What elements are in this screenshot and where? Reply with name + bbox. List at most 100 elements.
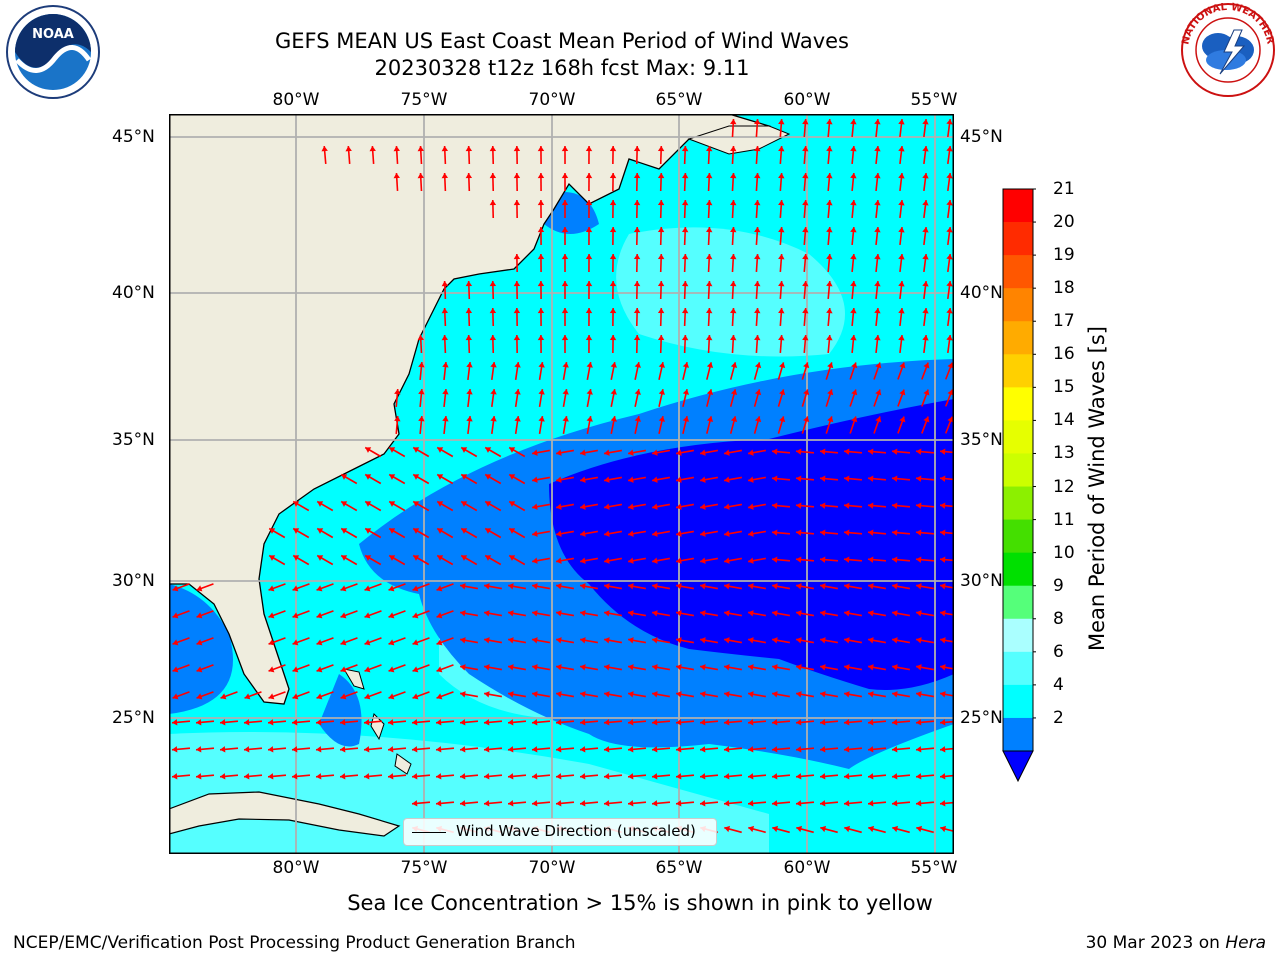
wave-direction-arrowhead [922, 200, 929, 206]
wave-direction-arrowhead [940, 610, 946, 617]
wave-direction-arrowhead [705, 335, 713, 341]
wave-direction-arrowhead [796, 664, 802, 671]
wave-direction-arrowhead [580, 746, 586, 753]
wave-direction-arrowhead [796, 773, 802, 780]
wave-direction-arrowhead [418, 416, 425, 422]
wave-direction-arrowhead [244, 773, 250, 780]
wave-direction-arrowhead [892, 475, 898, 482]
wave-direction-arrowhead [633, 146, 641, 152]
wave-direction-arrowhead [724, 691, 730, 698]
wave-direction-arrowhead [916, 583, 922, 590]
wave-direction-arrowhead [412, 639, 419, 646]
wave-direction-arrowhead [485, 528, 492, 534]
wave-direction-arrowhead [826, 254, 833, 260]
wave-direction-arrowhead [561, 335, 569, 341]
wave-direction-arrowhead [820, 746, 826, 753]
wave-direction-arrowhead [365, 501, 372, 507]
wave-direction-arrowhead [796, 637, 802, 644]
wave-direction-arrowhead [705, 227, 713, 233]
wave-direction-arrowhead [220, 773, 226, 780]
wave-direction-arrowhead [754, 227, 761, 233]
wave-direction-arrowhead [772, 825, 779, 833]
wave-direction-arrowhead [802, 281, 809, 287]
colorbar-label: 2 [1053, 707, 1064, 728]
wave-direction-arrowhead [844, 800, 850, 807]
wave-direction-arrowhead [724, 664, 730, 671]
wave-direction-arrowhead [293, 528, 300, 534]
wave-direction-arrowhead [700, 449, 706, 456]
wave-direction-arrowhead [892, 746, 898, 753]
wave-direction-arrowhead [844, 610, 850, 617]
wave-direction-arrowhead [820, 610, 826, 617]
wave-direction-arrowhead [508, 691, 514, 698]
wave-direction-arrowhead [868, 610, 874, 617]
wave-direction-arrowhead [874, 335, 881, 341]
wave-direction-arrowhead [489, 308, 497, 314]
wave-direction-arrowhead [868, 637, 874, 644]
wave-direction-arrowhead [827, 416, 834, 423]
wave-direction-arrowhead [940, 773, 946, 780]
wave-direction-arrowhead [509, 474, 516, 480]
wave-direction-arrowhead [490, 416, 497, 422]
wave-direction-arrowhead [676, 583, 682, 590]
wave-direction-arrowhead [705, 254, 713, 260]
graticule [169, 114, 954, 854]
wave-direction-arrowhead [628, 583, 634, 590]
wave-direction-arrowhead [538, 389, 545, 395]
wave-direction-arrowhead [441, 281, 449, 287]
wave-direction-arrowhead [532, 691, 538, 698]
colorbar-segment [1003, 684, 1033, 719]
wave-direction-arrowhead [898, 146, 905, 152]
wave-direction-arrowhead [922, 308, 929, 314]
wave-direction-arrowhead [441, 173, 449, 179]
wave-direction-arrowhead [820, 529, 826, 536]
wave-direction-arrowhead [681, 335, 689, 341]
wave-direction-arrowhead [916, 825, 923, 833]
wave-direction-arrowhead [628, 637, 634, 644]
wave-direction-arrowhead [585, 281, 593, 287]
colorbar-segment [1003, 552, 1033, 587]
wave-direction-arrowhead [844, 825, 851, 833]
wave-direction-arrowhead [658, 389, 666, 395]
wave-direction-arrowhead [844, 556, 850, 563]
wave-direction-arrowhead [676, 557, 682, 564]
wave-direction-arrowhead [851, 416, 858, 423]
wave-direction-arrowhead [730, 281, 737, 287]
wave-direction-arrowhead [532, 610, 538, 617]
wave-direction-arrowhead [268, 666, 275, 673]
wave-direction-arrowhead [461, 447, 468, 453]
wave-direction-arrowhead [604, 503, 610, 510]
wave-direction-arrowhead [803, 416, 810, 423]
wave-direction-arrowhead [796, 746, 802, 753]
wave-direction-arrowhead [676, 664, 682, 671]
wave-direction-arrowhead [609, 254, 617, 260]
colorbar-label: 9 [1053, 575, 1064, 596]
wave-direction-arrowhead [436, 746, 442, 753]
lat-tick-left: 35°N [112, 430, 155, 450]
wave-direction-arrowhead [802, 200, 809, 206]
wave-direction-arrowhead [340, 666, 347, 673]
wave-direction-arrowhead [609, 173, 617, 179]
wave-direction-arrowhead [580, 800, 586, 807]
wave-direction-arrowhead [532, 664, 538, 671]
wave-direction-arrowhead [892, 691, 898, 698]
wave-direction-arrowhead [868, 448, 874, 455]
wave-direction-arrowhead [513, 254, 521, 260]
wave-direction-arrowhead [657, 227, 665, 233]
wave-direction-arrowhead [628, 773, 634, 780]
wave-direction-arrowhead [556, 719, 562, 726]
wave-direction-arrowhead [389, 501, 396, 507]
wave-direction-arrowhead [796, 825, 803, 833]
wave-direction-arrowhead [802, 119, 809, 125]
wave-direction-arrowhead [940, 502, 946, 509]
wave-direction-arrowhead [705, 146, 713, 152]
wave-direction-arrowhead [561, 254, 569, 260]
wave-direction-arrowhead [700, 691, 706, 698]
wave-direction-arrowhead [652, 691, 658, 698]
wave-direction-arrowhead [556, 637, 562, 644]
wave-direction-arrowhead [293, 501, 300, 507]
wave-direction-arrowhead [898, 335, 905, 341]
wave-direction-arrowhead [340, 585, 347, 592]
wave-direction-arrowhead [802, 254, 809, 260]
wave-direction-arrowhead [676, 691, 682, 698]
